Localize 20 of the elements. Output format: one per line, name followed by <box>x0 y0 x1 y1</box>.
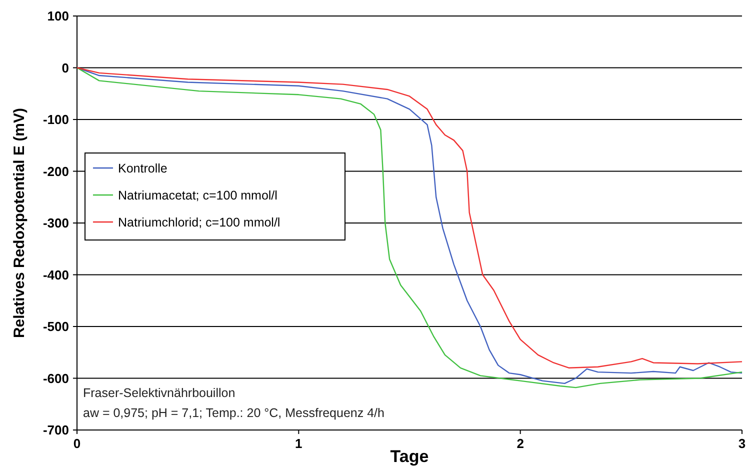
y-tick-label: -700 <box>42 422 69 438</box>
y-tick-label: -100 <box>42 112 69 128</box>
x-tick-label: 1 <box>295 436 302 451</box>
x-tick-label: 0 <box>73 436 81 451</box>
y-tick-label: 0 <box>62 60 69 76</box>
y-tick-label: -400 <box>42 267 69 282</box>
y-tick-label: -200 <box>42 164 69 179</box>
y-tick-label: 100 <box>47 8 69 24</box>
x-tick-label: 3 <box>738 436 746 451</box>
annotation: Fraser-Selektivnährbouillon <box>83 386 236 400</box>
x-tick-label: 2 <box>516 436 524 451</box>
legend-label: Natriumacetat; c=100 mmol/l <box>118 188 278 202</box>
legend-label: Kontrolle <box>118 161 168 176</box>
y-tick-label: -300 <box>42 216 69 231</box>
y-tick-label: -500 <box>42 319 69 334</box>
annotation: aw = 0,975; pH = 7,1; Temp.: 20 °C, Messfrequenz 4/h <box>83 406 385 420</box>
legend-label: Natriumchlorid; c=100 mmol/l <box>118 215 280 230</box>
y-axis-title: Relatives Redoxpotential E (mV) <box>11 108 28 338</box>
y-tick-label: -600 <box>42 370 69 386</box>
x-axis-title: Tage <box>390 447 429 466</box>
